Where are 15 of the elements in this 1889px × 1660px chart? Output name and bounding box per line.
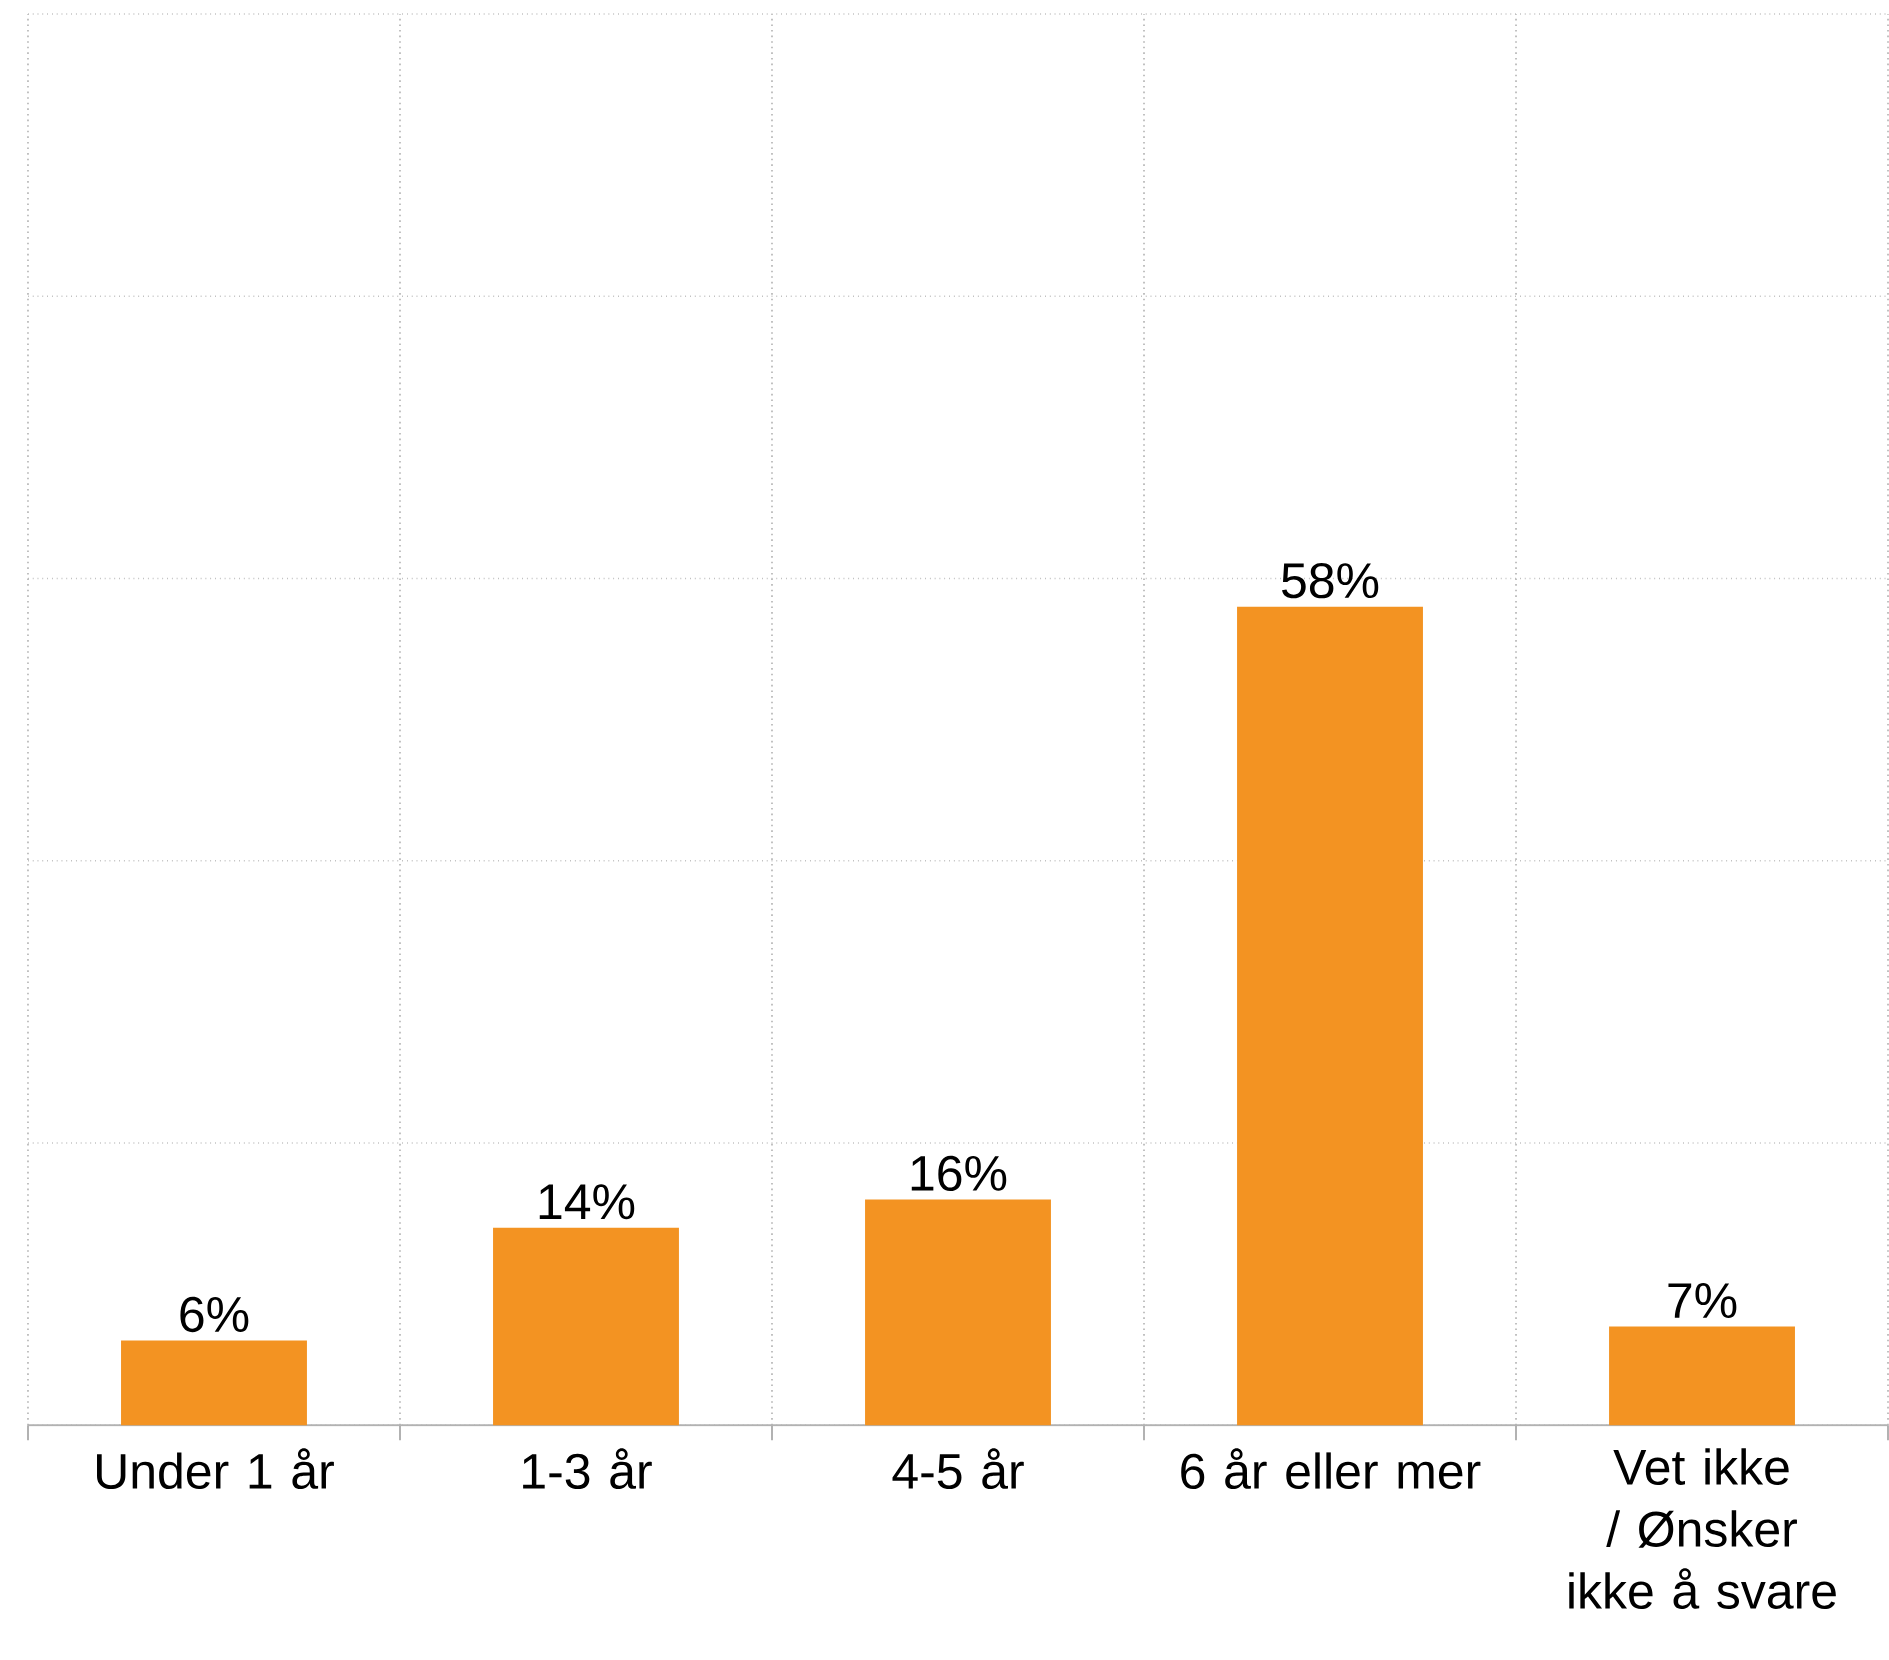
x-tick-label: 6 år eller mer bbox=[1181, 1448, 1481, 1490]
bar bbox=[493, 1227, 679, 1426]
bar bbox=[121, 1340, 307, 1426]
x-tick-label: 1-3 år bbox=[523, 1448, 652, 1490]
data-label: 16% bbox=[911, 1155, 1007, 1191]
data-label: 6% bbox=[180, 1296, 249, 1333]
data-label: 14% bbox=[539, 1184, 635, 1220]
x-tick-label: Vet ikke / Ønsker ikke å svare bbox=[1569, 1448, 1836, 1609]
x-tick-label: 4-5 år bbox=[892, 1448, 1024, 1490]
data-label: 58% bbox=[1282, 562, 1379, 599]
x-tick-label: Under 1 år bbox=[97, 1448, 334, 1490]
bar bbox=[1237, 606, 1423, 1426]
bar bbox=[1609, 1326, 1795, 1426]
data-label: 7% bbox=[1668, 1283, 1737, 1318]
bar bbox=[865, 1199, 1051, 1426]
